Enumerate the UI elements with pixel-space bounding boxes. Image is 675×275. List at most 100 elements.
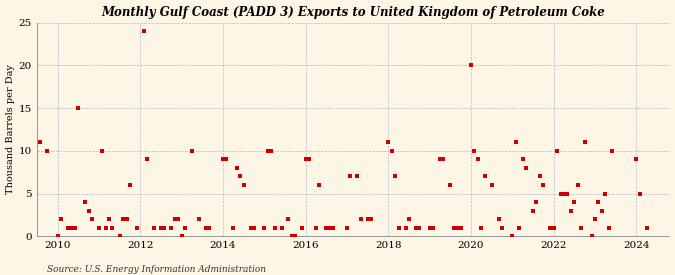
Point: [221, 157, 232, 161]
Point: [438, 157, 449, 161]
Point: [510, 140, 521, 144]
Point: [569, 200, 580, 204]
Point: [597, 208, 608, 213]
Point: [166, 226, 177, 230]
Point: [507, 234, 518, 238]
Point: [342, 226, 352, 230]
Point: [290, 234, 300, 238]
Point: [217, 157, 228, 161]
Point: [276, 226, 287, 230]
Point: [259, 226, 269, 230]
Point: [548, 226, 559, 230]
Point: [424, 226, 435, 230]
Point: [173, 217, 184, 221]
Point: [528, 208, 539, 213]
Point: [390, 174, 401, 179]
Point: [148, 226, 159, 230]
Point: [345, 174, 356, 179]
Point: [283, 217, 294, 221]
Point: [300, 157, 311, 161]
Point: [297, 226, 308, 230]
Point: [101, 226, 111, 230]
Point: [117, 217, 128, 221]
Point: [248, 226, 259, 230]
Point: [204, 226, 215, 230]
Point: [497, 226, 508, 230]
Point: [404, 217, 414, 221]
Point: [34, 140, 45, 144]
Point: [124, 183, 135, 187]
Title: Monthly Gulf Coast (PADD 3) Exports to United Kingdom of Petroleum Coke: Monthly Gulf Coast (PADD 3) Exports to U…: [101, 6, 605, 18]
Point: [448, 226, 459, 230]
Point: [355, 217, 366, 221]
Point: [86, 217, 97, 221]
Point: [262, 148, 273, 153]
Point: [310, 226, 321, 230]
Point: [14, 226, 25, 230]
Point: [138, 29, 149, 33]
Point: [352, 174, 362, 179]
Point: [362, 217, 373, 221]
Point: [562, 191, 572, 196]
Point: [572, 183, 583, 187]
Point: [142, 157, 153, 161]
Point: [93, 226, 104, 230]
Point: [55, 217, 66, 221]
Point: [545, 226, 556, 230]
Point: [231, 166, 242, 170]
Point: [228, 226, 239, 230]
Point: [455, 226, 466, 230]
Point: [466, 63, 477, 67]
Point: [551, 148, 562, 153]
Point: [641, 226, 652, 230]
Point: [566, 208, 576, 213]
Point: [245, 226, 256, 230]
Point: [452, 226, 463, 230]
Point: [631, 157, 642, 161]
Point: [107, 226, 118, 230]
Point: [414, 226, 425, 230]
Point: [238, 183, 249, 187]
Point: [520, 166, 531, 170]
Point: [169, 217, 180, 221]
Point: [559, 191, 570, 196]
Point: [600, 191, 611, 196]
Point: [42, 148, 53, 153]
Point: [21, 166, 32, 170]
Point: [324, 226, 335, 230]
Point: [394, 226, 404, 230]
Point: [531, 200, 542, 204]
Point: [287, 234, 298, 238]
Point: [328, 226, 339, 230]
Point: [634, 191, 645, 196]
Point: [104, 217, 115, 221]
Point: [314, 183, 325, 187]
Point: [517, 157, 528, 161]
Point: [538, 183, 549, 187]
Point: [180, 226, 190, 230]
Point: [114, 234, 125, 238]
Point: [65, 226, 76, 230]
Point: [235, 174, 246, 179]
Point: [63, 226, 74, 230]
Point: [159, 226, 169, 230]
Point: [266, 148, 277, 153]
Point: [97, 148, 107, 153]
Point: [590, 217, 601, 221]
Point: [383, 140, 394, 144]
Point: [321, 226, 331, 230]
Point: [400, 226, 411, 230]
Point: [132, 226, 142, 230]
Point: [479, 174, 490, 179]
Point: [304, 157, 315, 161]
Point: [493, 217, 504, 221]
Point: [366, 217, 377, 221]
Point: [593, 200, 603, 204]
Point: [28, 226, 39, 230]
Point: [469, 148, 480, 153]
Point: [514, 226, 524, 230]
Point: [80, 200, 90, 204]
Point: [176, 234, 187, 238]
Point: [486, 183, 497, 187]
Point: [73, 106, 84, 110]
